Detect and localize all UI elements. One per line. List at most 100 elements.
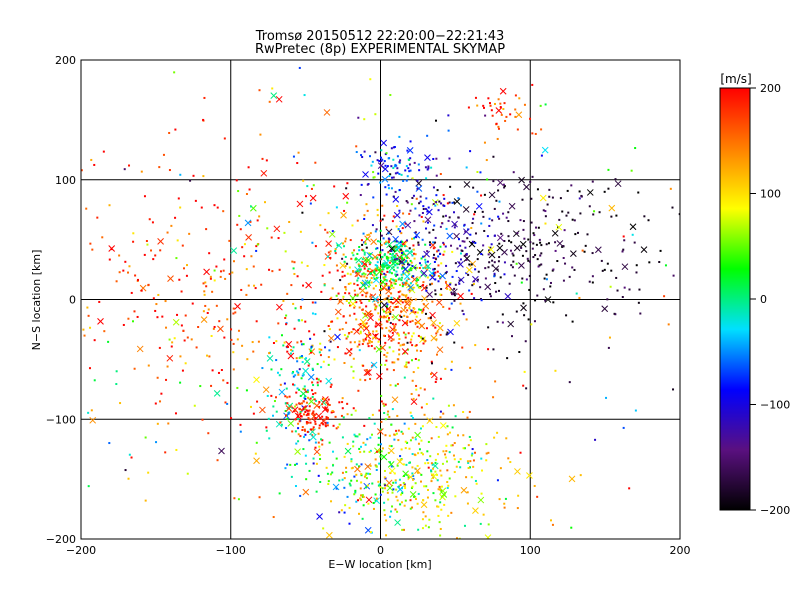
data-point [439,469,442,472]
cross-stroke [409,490,417,498]
data-point [257,340,260,343]
data-point-cross [349,300,357,308]
data-point [388,444,391,447]
data-point [207,432,210,435]
data-point [356,284,359,287]
data-point [156,376,159,379]
data-point [471,284,474,287]
data-point [452,404,455,407]
data-point [426,221,429,224]
data-point [435,338,438,341]
data-point [544,210,547,213]
data-point [378,289,381,292]
data-point [401,253,404,256]
cross-stroke [551,229,559,237]
x-axis-ticks: −200 −100 0 100 200 [66,544,691,557]
data-point [298,402,301,405]
data-point [394,256,397,259]
data-point [361,281,364,284]
data-point [245,389,248,392]
data-point-cross [355,256,363,264]
data-point [358,512,361,515]
data-point [249,405,252,408]
data-point [443,204,446,207]
data-point [386,368,389,371]
data-point [166,231,169,234]
data-point [422,205,425,208]
data-point [331,464,334,467]
data-point [392,260,395,263]
cross-stroke [420,501,428,509]
data-point [574,233,577,236]
data-point [607,168,610,171]
data-point [383,353,386,356]
data-point [431,300,434,303]
data-point [352,440,355,443]
data-point [343,209,346,212]
data-point [311,301,314,304]
data-point [446,469,449,472]
data-point [405,463,408,466]
data-point [165,326,168,329]
cross-stroke [363,482,371,490]
cross-stroke [372,276,380,284]
data-point [318,348,321,351]
cross-stroke [402,470,409,478]
data-point [306,412,309,415]
data-point [394,481,397,484]
data-point [427,488,430,491]
data-point [516,231,519,234]
data-point [130,291,133,294]
cross-stroke [377,162,385,170]
data-point [398,161,401,164]
data-point [363,118,366,121]
data-point [288,220,291,223]
data-point [361,248,364,251]
cross-stroke [424,216,432,224]
data-point [534,132,537,135]
data-point [358,447,361,450]
data-point [393,361,396,364]
data-point [637,301,640,304]
data-point [374,333,377,336]
data-point [402,273,405,276]
cross-stroke [439,422,447,429]
data-point [361,494,364,497]
data-point [202,175,205,178]
data-point [424,339,427,342]
data-point [350,460,353,463]
data-point [427,466,430,469]
data-point [391,176,394,179]
data-point [357,272,360,275]
data-point [474,268,477,271]
data-point [353,341,356,344]
data-point [429,243,432,246]
data-point [442,305,445,308]
x-axis-label: E−W location [km] [328,558,431,571]
data-point [388,415,391,418]
data-point [417,394,420,397]
data-point [318,400,321,403]
data-point [399,283,402,286]
cross-stroke [436,346,444,354]
data-point [381,308,384,311]
data-point-cross [407,283,414,291]
cross-stroke [166,354,174,362]
data-point [322,527,325,530]
data-point [383,214,386,217]
data-point [472,186,475,189]
cross-stroke [514,468,521,475]
cross-stroke [395,243,403,251]
data-point [570,184,573,187]
data-point [219,275,222,278]
data-point [583,250,586,253]
data-point [512,254,515,257]
data-point [492,180,495,183]
data-point [521,254,524,257]
data-point [439,253,442,256]
data-point [432,492,435,495]
data-point [406,315,409,318]
data-point [432,467,435,470]
data-point [417,528,420,531]
data-point [412,248,415,251]
